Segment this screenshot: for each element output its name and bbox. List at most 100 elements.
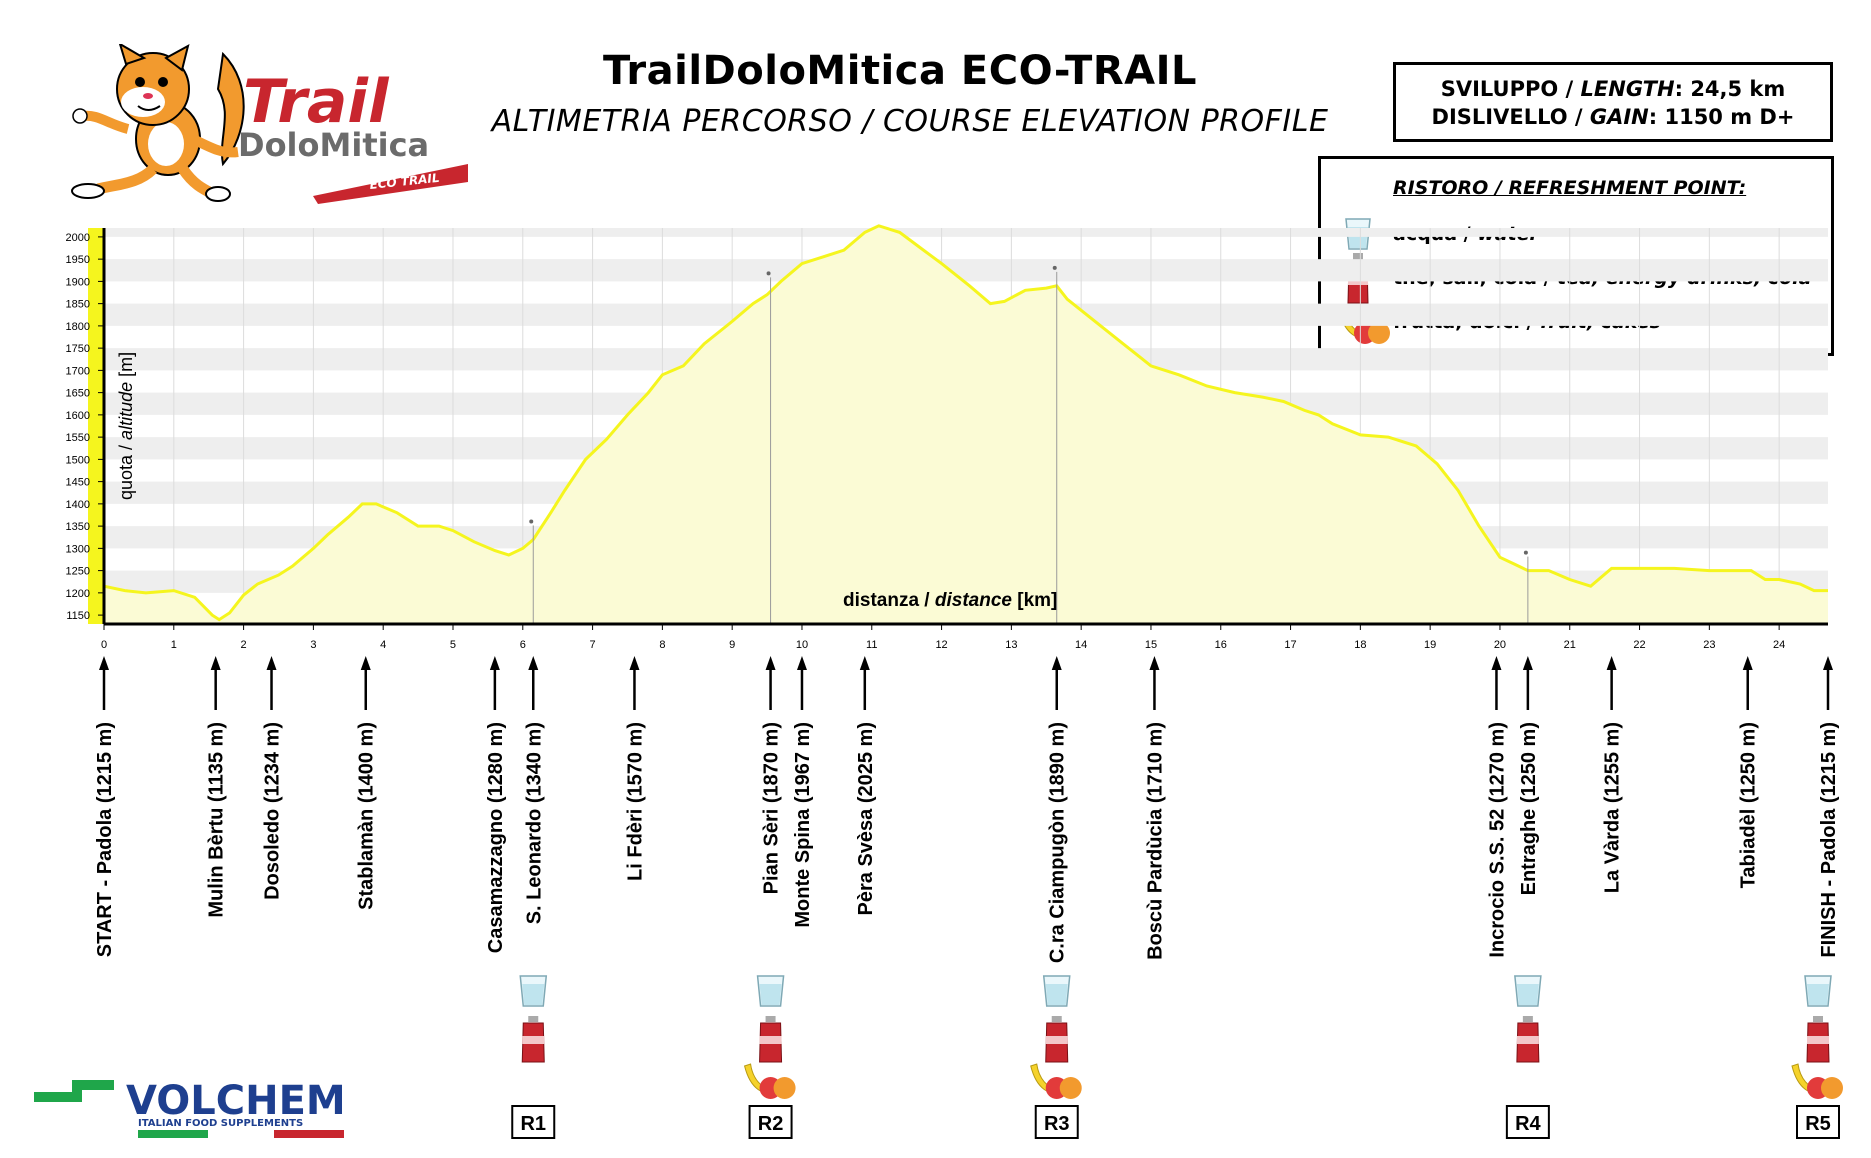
y-tick-label: 1200 xyxy=(66,588,90,600)
x-tick-label: 12 xyxy=(935,639,947,651)
y-axis-yellow-strip xyxy=(88,228,104,624)
page-title: TrailDoloMitica ECO-TRAIL xyxy=(603,48,1197,94)
drink-bottle-icon xyxy=(1045,1016,1069,1063)
waypoint-label: Mulin Bèrtu (1135 m) xyxy=(206,722,228,918)
y-tick-label: 1500 xyxy=(66,454,90,466)
x-tick-label: 19 xyxy=(1424,639,1436,651)
waypoint-label: Stablamàn (1400 m) xyxy=(356,722,378,910)
waypoint-arrow-head xyxy=(765,656,776,670)
waypoint-arrow-head xyxy=(1522,656,1533,670)
x-tick-label: 17 xyxy=(1284,639,1296,651)
x-tick-label: 3 xyxy=(310,639,316,651)
volchem-sponsor-logo: VOLCHEM ITALIAN FOOD SUPPLEMENTS xyxy=(34,1078,346,1138)
ylabel-it: quota xyxy=(116,454,136,500)
refreshment-point: R5 xyxy=(1791,975,1843,1139)
waypoint: Dosoledo (1234 m) xyxy=(262,656,284,900)
water-glass-icon xyxy=(1804,975,1832,1007)
waypoint: La Vàrda (1255 m) xyxy=(1602,656,1624,893)
refreshment-point: R3 xyxy=(1030,975,1082,1139)
legend-title: RISTORO / REFRESHMENT POINT: xyxy=(1393,177,1747,199)
x-tick-label: 14 xyxy=(1075,639,1087,651)
waypoint-label: Entraghe (1250 m) xyxy=(1518,722,1540,895)
refreshment-marker-dot xyxy=(766,271,771,276)
x-tick-label: 23 xyxy=(1703,639,1715,651)
waypoint: Boscù Pardùcia (1710 m) xyxy=(1144,656,1166,960)
gain-value: 1150 m D+ xyxy=(1664,105,1795,129)
waypoint: Casamazzagno (1280 m) xyxy=(485,656,507,953)
page-subtitle: ALTIMETRIA PERCORSO / COURSE ELEVATION P… xyxy=(491,104,1329,139)
waypoint-label: Monte Spina (1967 m) xyxy=(792,722,814,928)
fruit-icon xyxy=(1030,1063,1082,1099)
refreshment-point: R2 xyxy=(743,975,796,1139)
cat-mascot-icon xyxy=(71,44,245,202)
x-tick-label: 18 xyxy=(1354,639,1366,651)
waypoint-arrow-head xyxy=(629,656,640,670)
refreshment-points: R1 R2 R3 R4 R5 xyxy=(511,975,1843,1139)
x-tick-label: 7 xyxy=(590,639,596,651)
length-label-it: SVILUPPO xyxy=(1440,77,1559,101)
refreshment-label: R3 xyxy=(1044,1113,1070,1135)
x-tick-label: 11 xyxy=(866,639,877,651)
waypoint-arrow-head xyxy=(859,656,870,670)
x-tick-label: 2 xyxy=(241,639,247,651)
water-glass-icon xyxy=(1514,975,1542,1007)
elevation-area xyxy=(104,225,1828,625)
elevation-line xyxy=(103,224,1828,622)
ylabel-unit: [m] xyxy=(116,352,136,377)
refreshment-point: R1 xyxy=(511,975,556,1139)
refreshment-box xyxy=(1796,1105,1840,1139)
x-axis-label: distanza / distance [km] xyxy=(843,590,1057,611)
waypoint: Mulin Bèrtu (1135 m) xyxy=(206,656,228,918)
drink-bottle-icon xyxy=(1806,1016,1830,1063)
waypoint: Li Fdèri (1570 m) xyxy=(624,656,646,881)
drink-bottle-icon xyxy=(759,1016,783,1063)
waypoint-arrow-head xyxy=(266,656,277,670)
refreshment-markers xyxy=(529,265,1529,624)
logo-word-trail: Trail xyxy=(243,67,390,137)
refreshment-label: R5 xyxy=(1805,1113,1831,1135)
refreshment-box xyxy=(748,1105,793,1139)
refreshment-label: R2 xyxy=(758,1113,784,1135)
x-tick-label: 4 xyxy=(380,639,386,651)
x-tick-label: 15 xyxy=(1145,639,1157,651)
x-tick-label: 1 xyxy=(171,639,177,651)
waypoint-label: FINISH - Padola (1215 m) xyxy=(1818,722,1840,958)
refreshment-point: R4 xyxy=(1505,975,1550,1139)
x-tick-label: 0 xyxy=(101,639,107,651)
waypoint: Pèra Svèsa (2025 m) xyxy=(855,656,877,915)
waypoint-arrow-head xyxy=(1823,656,1833,670)
water-glass-icon xyxy=(519,975,548,1007)
waypoint: START - Padola (1215 m) xyxy=(94,656,116,957)
x-tick-label: 9 xyxy=(729,639,735,651)
waypoint: Tabiadèl (1250 m) xyxy=(1738,656,1760,888)
waypoint: Entraghe (1250 m) xyxy=(1518,656,1540,895)
waypoint-arrow-head xyxy=(489,656,500,670)
waypoint-label: START - Padola (1215 m) xyxy=(94,722,116,957)
waypoint-arrow-head xyxy=(1491,656,1502,670)
y-tick-label: 1900 xyxy=(66,276,90,288)
waypoint-arrow-head xyxy=(528,656,539,670)
waypoint: S. Leonardo (1340 m) xyxy=(523,656,545,924)
y-tick-label: 1800 xyxy=(66,321,90,333)
x-tick-label: 13 xyxy=(1005,639,1017,651)
waypoint: Pian Sèri (1870 m) xyxy=(761,656,783,894)
x-tick-label: 16 xyxy=(1215,639,1227,651)
length-value: 24,5 km xyxy=(1690,77,1786,101)
xlabel-en: distance xyxy=(935,590,1013,611)
logo-word-dolomitica: DoloMitica xyxy=(238,126,429,164)
waypoint-label: S. Leonardo (1340 m) xyxy=(523,722,545,924)
waypoint-arrow-head xyxy=(796,656,807,670)
waypoint-label: Casamazzagno (1280 m) xyxy=(485,722,507,953)
refreshment-box xyxy=(1505,1105,1550,1139)
waypoints: START - Padola (1215 m) Mulin Bèrtu (1135… xyxy=(94,656,1840,963)
waypoint: FINISH - Padola (1215 m) xyxy=(1818,656,1840,958)
y-tick-label: 1300 xyxy=(66,543,90,555)
refreshment-marker-dot xyxy=(529,519,534,524)
waypoint-label: La Vàrda (1255 m) xyxy=(1602,722,1624,893)
refreshment-box xyxy=(1034,1105,1079,1139)
x-tick-label: 20 xyxy=(1494,639,1506,651)
waypoint-label: Li Fdèri (1570 m) xyxy=(624,722,646,881)
waypoint-label: Tabiadèl (1250 m) xyxy=(1738,722,1760,888)
waypoint-label: Pian Sèri (1870 m) xyxy=(761,722,783,894)
